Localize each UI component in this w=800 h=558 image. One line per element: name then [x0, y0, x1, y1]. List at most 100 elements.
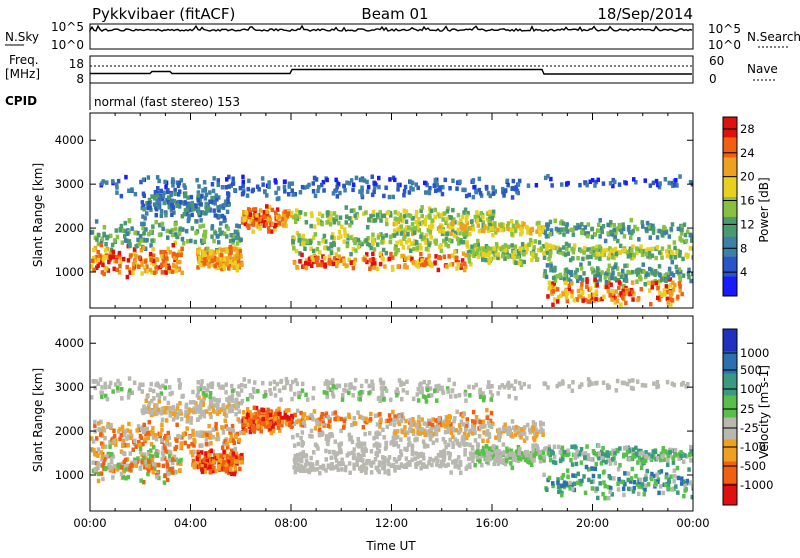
echo-cell [459, 240, 463, 245]
echo-cell [595, 270, 599, 275]
echo-cell [362, 425, 366, 430]
echo-cell [538, 225, 542, 230]
echo-cell [314, 194, 318, 199]
echo-cell [506, 255, 510, 260]
echo-cell [641, 224, 645, 229]
echo-cell [481, 215, 485, 220]
echo-cell [497, 252, 501, 256]
echo-cell [312, 450, 316, 455]
nave-tick-bottom: 0 [709, 72, 717, 86]
echo-cell [191, 226, 195, 231]
echo-cell [323, 264, 327, 269]
echo-cell [278, 215, 282, 220]
echo-cell [191, 201, 195, 206]
echo-cell [447, 254, 451, 259]
echo-cell [301, 388, 305, 393]
echo-cell [439, 213, 443, 218]
echo-cell [561, 446, 565, 451]
echo-cell [468, 443, 472, 448]
echo-cell [373, 265, 377, 270]
echo-cell [145, 409, 149, 414]
cpid-text: normal (fast stereo) 153 [94, 95, 240, 109]
echo-cell [598, 234, 602, 239]
echo-cell [239, 238, 243, 243]
echo-cell [326, 395, 330, 400]
echo-cell [444, 178, 448, 183]
echo-cell [359, 454, 363, 459]
echo-cell [612, 476, 616, 481]
echo-cell [442, 229, 446, 234]
echo-cell [397, 183, 401, 188]
echo-cell [471, 179, 475, 184]
freq-label: Freq. [9, 53, 39, 67]
echo-cell [376, 213, 380, 218]
echo-cell [481, 257, 485, 262]
echo-cell [557, 485, 561, 490]
echo-cell [452, 426, 456, 431]
echo-cell [503, 189, 507, 194]
echo-cell [667, 486, 671, 491]
echo-cell [397, 211, 401, 216]
echo-cell [325, 391, 329, 396]
echo-cell [144, 259, 148, 264]
echo-cell [198, 256, 202, 261]
echo-cell [277, 419, 281, 424]
echo-cell [621, 295, 625, 300]
echo-cell [373, 181, 377, 186]
echo-cell [567, 243, 571, 248]
echo-cell [311, 417, 315, 422]
echo-cell [244, 210, 248, 215]
echo-cell [420, 205, 424, 210]
echo-cell [221, 185, 225, 190]
echo-cell [423, 433, 427, 438]
echo-cell [196, 457, 200, 462]
echo-cell [552, 245, 556, 250]
echo-cell [147, 201, 151, 206]
echo-cell [332, 241, 336, 246]
echo-cell [236, 264, 240, 269]
echo-cell [266, 408, 270, 413]
echo-cell [293, 260, 297, 265]
echo-cell [380, 240, 384, 245]
echo-cell [411, 222, 415, 227]
echo-cell [97, 472, 101, 477]
echo-cell [284, 217, 288, 222]
echo-cell [472, 195, 476, 200]
echo-cell [409, 180, 413, 185]
echo-cell [424, 190, 428, 195]
echo-cell [180, 417, 184, 422]
echo-cell [576, 256, 580, 261]
echo-cell [216, 432, 220, 437]
echo-cell [692, 452, 696, 457]
echo-cell [380, 390, 384, 395]
echo-cell [134, 244, 138, 249]
echo-cell [304, 393, 308, 398]
echo-cell [478, 247, 482, 252]
echo-cell [429, 230, 433, 235]
echo-cell [557, 228, 561, 233]
echo-cell [197, 211, 201, 216]
echo-cell [472, 185, 476, 190]
echo-cell [347, 451, 351, 456]
echo-cell [667, 300, 671, 305]
echo-cell [223, 203, 227, 208]
echo-cell [299, 190, 303, 195]
echo-cell [176, 203, 180, 208]
echo-cell [242, 180, 246, 185]
echo-cell [478, 420, 482, 425]
echo-cell [158, 233, 162, 238]
echo-cell [295, 466, 299, 471]
echo-cell [570, 273, 574, 278]
nave-label: Nave [747, 62, 778, 76]
echo-cell [288, 423, 292, 428]
echo-cell [301, 430, 305, 435]
echo-cell [528, 428, 532, 433]
echo-cell [259, 208, 263, 213]
echo-cell [410, 242, 414, 247]
echo-cell [126, 275, 130, 280]
echo-cell [182, 241, 186, 246]
echo-cell [387, 462, 391, 467]
echo-cell [655, 281, 659, 286]
echo-cell [682, 494, 686, 499]
echo-cell [102, 257, 106, 262]
